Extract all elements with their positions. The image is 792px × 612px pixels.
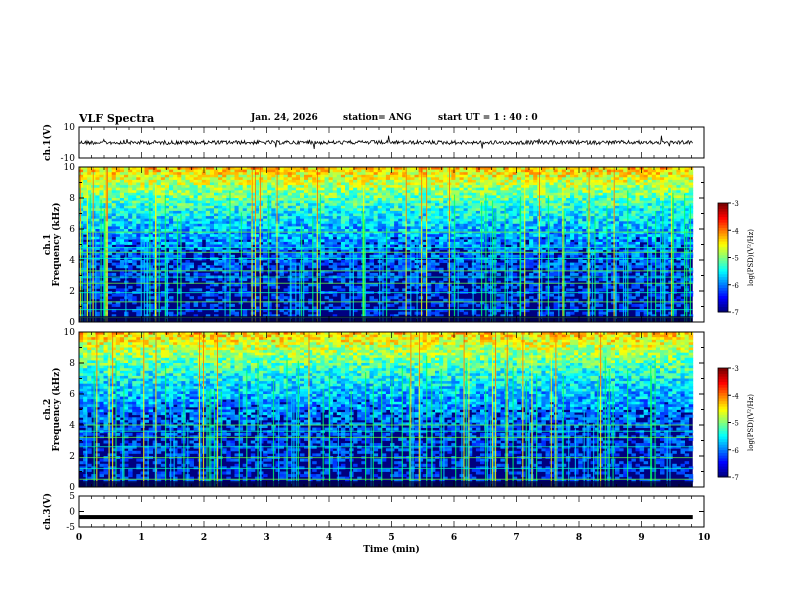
y-tick-label: -10 <box>61 154 76 164</box>
start-time-label: start UT = 1 : 40 : 0 <box>438 113 538 123</box>
colorbar-tick-label: -3 <box>732 200 739 208</box>
ch1-waveform-trace <box>78 135 693 149</box>
x-tick-label: 10 <box>698 533 711 543</box>
x-axis-label: Time (min) <box>363 544 420 555</box>
colorbar-tick-label: -5 <box>732 420 739 428</box>
x-tick-label: 5 <box>388 533 394 543</box>
colorbar-label: log(PSD)(V²/Hz) <box>747 229 755 286</box>
station-label: station= ANG <box>343 113 412 123</box>
x-tick-label: 8 <box>576 533 582 543</box>
colorbar-tick-label: -4 <box>732 392 739 400</box>
colorbar-tick-label: -7 <box>732 309 739 317</box>
y-tick-label: 6 <box>69 225 75 235</box>
x-tick-label: 6 <box>451 533 457 543</box>
y-axis-label: ch.1(V) <box>42 124 53 161</box>
chart-title: VLF Spectra <box>79 112 155 125</box>
x-tick-label: 4 <box>326 533 332 543</box>
colorbar-tick-label: -6 <box>732 282 739 290</box>
y-tick-label: -5 <box>66 523 75 533</box>
y-axis-label: Frequency (kHz) <box>51 367 62 451</box>
x-tick-label: 0 <box>76 533 82 543</box>
y-axis-label: ch.1 <box>43 234 53 255</box>
x-tick-label: 9 <box>638 533 644 543</box>
y-tick-label: 4 <box>69 421 75 431</box>
x-tick-label: 2 <box>201 533 207 543</box>
x-tick-label: 3 <box>263 533 269 543</box>
spectrogram-ch1-image <box>79 167 694 322</box>
y-tick-label: 2 <box>69 452 75 462</box>
y-tick-label: 2 <box>69 287 75 297</box>
y-axis-label: ch.2 <box>43 399 53 420</box>
y-axis-label: ch.3(V) <box>42 493 53 530</box>
y-tick-label: 0 <box>69 483 75 493</box>
colorbar-tick-label: -4 <box>732 227 739 235</box>
y-tick-label: 10 <box>64 123 76 133</box>
y-axis-label: Frequency (kHz) <box>51 202 62 286</box>
y-tick-label: 6 <box>69 390 75 400</box>
y-tick-label: 8 <box>69 194 75 204</box>
y-tick-label: 5 <box>69 492 75 502</box>
y-tick-label: 0 <box>69 508 75 518</box>
y-tick-label: 8 <box>69 359 75 369</box>
y-tick-label: 4 <box>69 256 75 266</box>
colorbar-tick-label: -7 <box>732 474 739 482</box>
y-tick-label: 10 <box>64 163 76 173</box>
colorbar-label: log(PSD)(V²/Hz) <box>747 394 755 451</box>
date-label: Jan. 24, 2026 <box>251 113 318 123</box>
spectrogram-ch2-image <box>79 332 694 487</box>
x-tick-label: 1 <box>138 533 144 543</box>
y-tick-label: 10 <box>64 328 76 338</box>
colorbar-tick-label: -6 <box>732 447 739 455</box>
colorbar-tick-label: -3 <box>732 365 739 373</box>
colorbar-tick-label: -5 <box>732 255 739 263</box>
x-tick-label: 7 <box>513 533 519 543</box>
ch3-waveform-trace <box>79 515 693 520</box>
y-tick-label: 0 <box>69 318 75 328</box>
